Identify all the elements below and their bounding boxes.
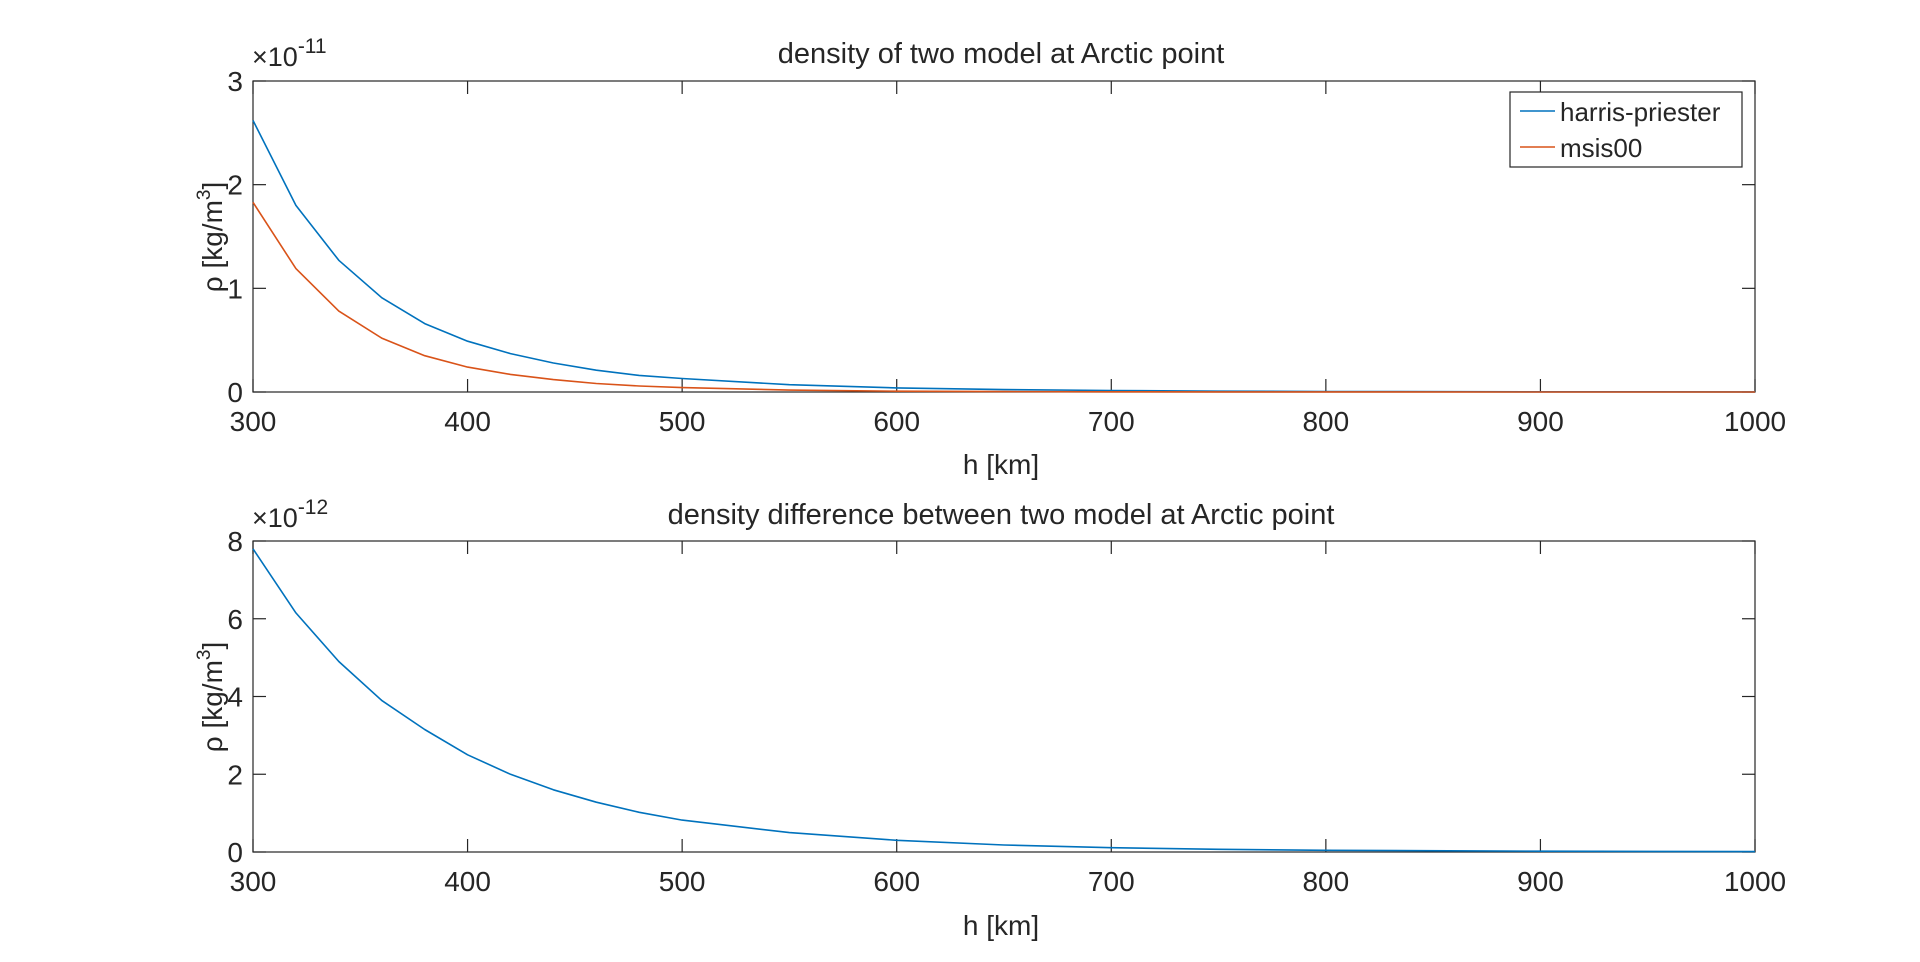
x-tick-label: 900 bbox=[1517, 866, 1564, 897]
legend: harris-priester msis00 bbox=[1509, 91, 1743, 168]
x-tick-label: 900 bbox=[1517, 406, 1564, 437]
x-tick-label: 700 bbox=[1088, 866, 1135, 897]
chart-title: density of two model at Arctic point bbox=[778, 38, 1225, 70]
density-chart: density of two model at Arctic point ×10… bbox=[194, 35, 1786, 480]
legend-box bbox=[1509, 91, 1743, 168]
y-axis-label-suffix: ] bbox=[197, 642, 228, 650]
x-tick-label: 1000 bbox=[1724, 406, 1786, 437]
chart-title: density difference between two model at … bbox=[668, 499, 1335, 531]
y-tick-label: 2 bbox=[227, 170, 243, 201]
x-tick-label: 700 bbox=[1088, 406, 1135, 437]
x-tick-label: 400 bbox=[444, 406, 491, 437]
y-axis-label-prefix: ρ [kg/m bbox=[197, 200, 228, 292]
y-exponent-power: -12 bbox=[298, 496, 328, 519]
plot-frame bbox=[252, 540, 1756, 853]
x-tick-label: 1000 bbox=[1724, 866, 1786, 897]
series-line-series-1 bbox=[252, 548, 1756, 853]
y-tick-label: 3 bbox=[227, 66, 243, 97]
y-tick-label: 0 bbox=[227, 837, 243, 868]
y-axis-label-superscript: 3 bbox=[194, 190, 215, 201]
y-axis-label-prefix: ρ [kg/m bbox=[197, 660, 228, 752]
x-tick-label: 800 bbox=[1302, 406, 1349, 437]
x-tick-label: 300 bbox=[230, 866, 277, 897]
axes: 300 400 500 600 700 800 900 1000 0 1 2 3 bbox=[227, 66, 1786, 437]
y-exponent-base: ×10 bbox=[252, 503, 298, 533]
y-exponent-power: -11 bbox=[298, 35, 327, 58]
x-axis-label: h [km] bbox=[963, 449, 1039, 480]
x-axis-label: h [km] bbox=[963, 910, 1039, 941]
y-tick-label: 8 bbox=[227, 526, 243, 557]
y-exponent: ×10-11 bbox=[252, 35, 327, 72]
y-tick-label: 0 bbox=[227, 377, 243, 408]
x-tick-label: 600 bbox=[873, 866, 920, 897]
axes: 300 400 500 600 700 800 900 1000 0 2 4 6 8 bbox=[227, 526, 1786, 897]
density-difference-chart: density difference between two model at … bbox=[194, 496, 1786, 941]
y-axis-label: ρ [kg/m3] bbox=[194, 642, 228, 753]
series-line-msis00 bbox=[252, 201, 1755, 393]
plot-lines bbox=[252, 548, 1756, 853]
x-tick-label: 400 bbox=[444, 866, 491, 897]
legend-label-harris-priester: harris-priester bbox=[1560, 97, 1721, 127]
y-exponent-base: ×10 bbox=[252, 42, 298, 72]
y-tick-label: 6 bbox=[227, 604, 243, 635]
legend-label-msis00: msis00 bbox=[1560, 133, 1642, 163]
x-tick-label: 300 bbox=[230, 406, 277, 437]
y-tick-label: 4 bbox=[227, 682, 243, 713]
y-tick-label: 2 bbox=[227, 759, 243, 790]
y-axis-label-suffix: ] bbox=[197, 182, 228, 190]
y-exponent: ×10-12 bbox=[252, 496, 328, 533]
x-tick-label: 800 bbox=[1302, 866, 1349, 897]
y-axis-label-superscript: 3 bbox=[194, 650, 215, 661]
y-tick-label: 1 bbox=[227, 273, 243, 304]
x-tick-label: 500 bbox=[659, 406, 706, 437]
y-axis-label: ρ [kg/m3] bbox=[194, 182, 228, 293]
plot-lines bbox=[252, 120, 1756, 393]
x-tick-label: 500 bbox=[659, 866, 706, 897]
x-tick-label: 600 bbox=[873, 406, 920, 437]
